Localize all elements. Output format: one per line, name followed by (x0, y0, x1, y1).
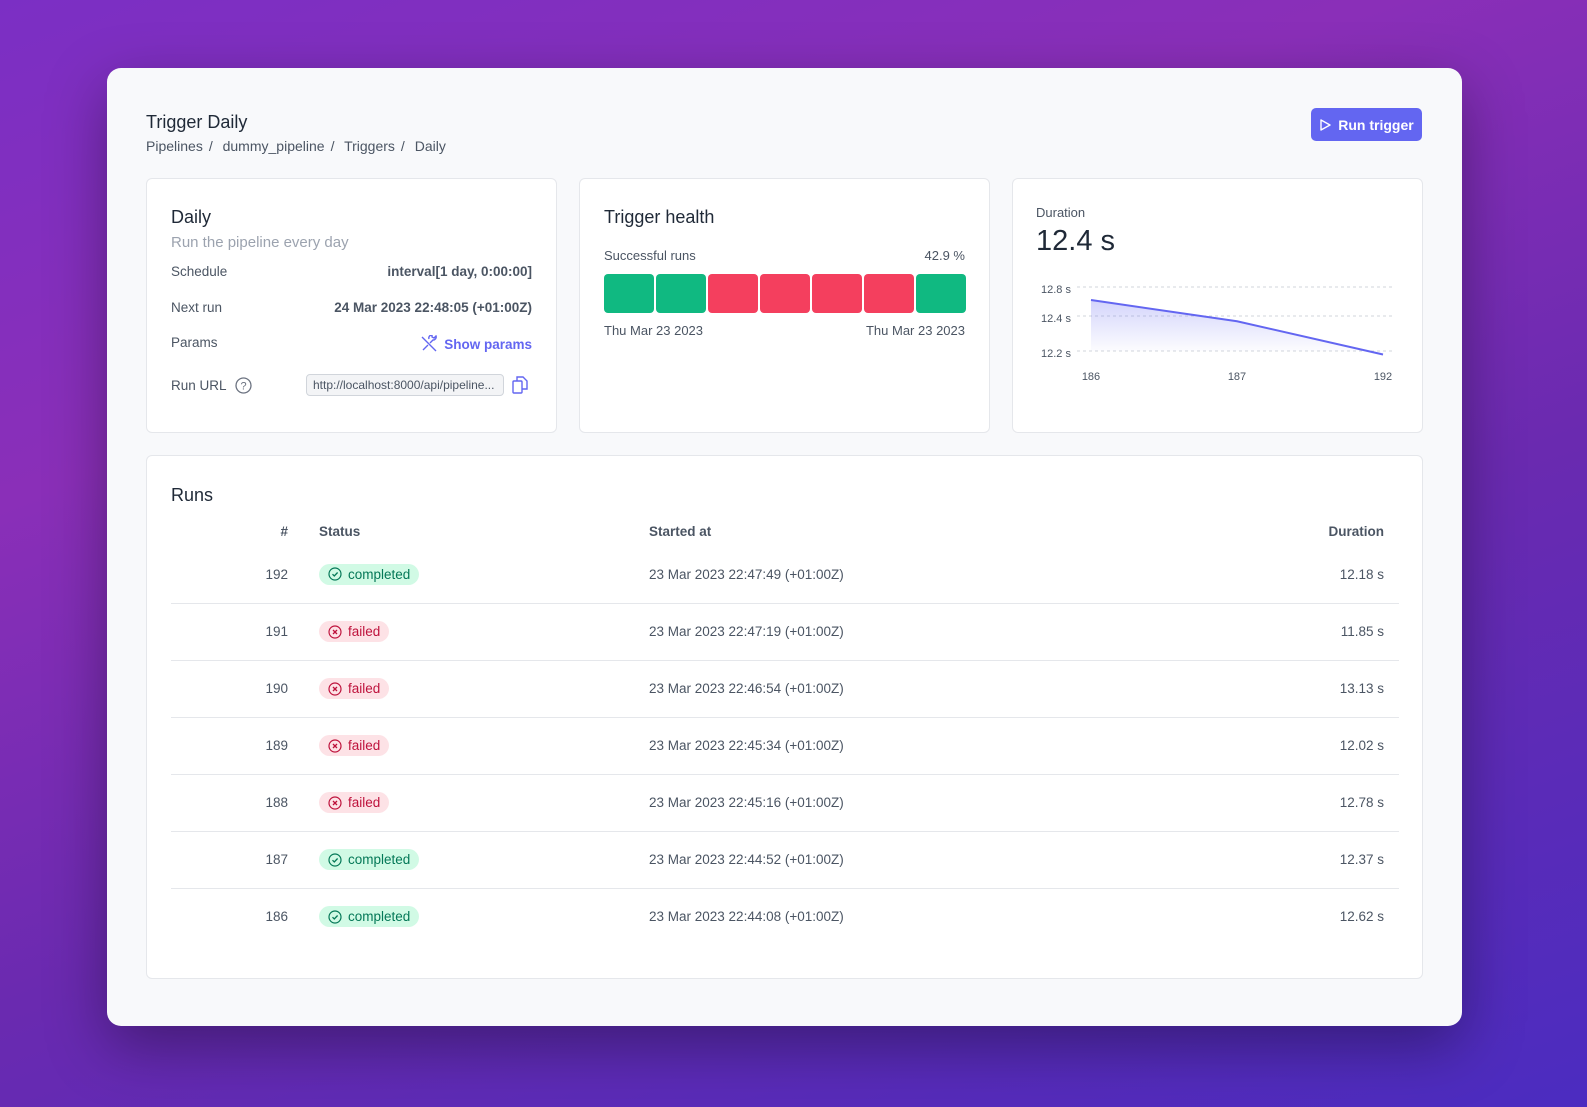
run-duration: 13.13 s (1199, 660, 1399, 718)
duration-card: Duration 12.4 s 12.8 s 12.4 s 12.2 s 186 187… (1012, 178, 1423, 433)
table-row[interactable]: 191 failed 23 Mar 2023 22:47:19 (+01:00Z… (171, 603, 1399, 661)
health-title: Trigger health (604, 207, 715, 227)
col-started: Started at (649, 523, 712, 539)
run-id: 189 (171, 717, 319, 775)
status-badge: failed (319, 792, 390, 813)
run-trigger-button[interactable]: Run trigger (1311, 108, 1422, 141)
run-duration: 12.78 s (1199, 774, 1399, 832)
x-circle-icon (328, 738, 342, 753)
health-bar-failed[interactable] (812, 274, 862, 313)
table-row[interactable]: 189 failed 23 Mar 2023 22:45:34 (+01:00Z… (171, 717, 1399, 775)
x-circle-icon (328, 624, 342, 639)
breadcrumb-triggers[interactable]: Triggers (344, 138, 395, 154)
x-circle-icon (328, 681, 342, 696)
table-row[interactable]: 188 failed 23 Mar 2023 22:45:16 (+01:00Z… (171, 774, 1399, 832)
run-id: 188 (171, 774, 319, 832)
run-url-field[interactable]: http://localhost:8000/api/pipeline... (306, 374, 504, 396)
help-icon[interactable]: ? (234, 376, 252, 394)
x-tick-label: 192 (1374, 371, 1392, 383)
status-badge: failed (319, 621, 390, 642)
page-title: Trigger Daily (146, 112, 248, 132)
trigger-description: Run the pipeline every day (171, 234, 349, 251)
run-id: 187 (171, 831, 319, 889)
check-circle-icon (328, 910, 342, 924)
schedule-label: Schedule (171, 264, 228, 279)
check-circle-icon (328, 567, 342, 581)
run-started: 23 Mar 2023 22:45:16 (+01:00Z) (649, 774, 1200, 832)
trigger-health-card: Trigger health Successful runs 42.9 % Thu… (579, 178, 990, 433)
x-tick-label: 187 (1228, 371, 1246, 383)
y-tick-label: 12.4 s (1041, 313, 1071, 325)
trigger-name: Daily (171, 207, 212, 227)
run-started: 23 Mar 2023 22:47:19 (+01:00Z) (649, 603, 1200, 661)
health-bar-failed[interactable] (708, 274, 758, 313)
status-badge: completed (319, 563, 420, 585)
run-id: 192 (171, 546, 319, 604)
run-started: 23 Mar 2023 22:44:52 (+01:00Z) (649, 831, 1200, 889)
breadcrumb-current: Daily (414, 138, 446, 154)
y-tick-label: 12.2 s (1041, 348, 1071, 360)
x-circle-icon (328, 795, 342, 810)
run-started: 23 Mar 2023 22:47:49 (+01:00Z) (649, 546, 1200, 604)
col-status: Status (319, 523, 361, 539)
run-duration: 12.02 s (1199, 717, 1399, 775)
run-duration: 12.37 s (1199, 831, 1399, 889)
run-id: 190 (171, 660, 319, 718)
play-icon (1320, 118, 1331, 131)
health-bar-success[interactable] (916, 274, 966, 313)
health-end-date: Thu Mar 23 2023 (865, 323, 965, 338)
check-circle-icon (328, 852, 342, 867)
run-started: 23 Mar 2023 22:46:54 (+01:00Z) (649, 660, 1200, 718)
next-run-value: 24 Mar 2023 22:48:05 (+01:00Z) (334, 300, 532, 315)
run-duration: 11.85 s (1199, 603, 1399, 661)
schedule-value: interval[1 day, 0:00:00] (387, 264, 532, 279)
run-duration: 12.18 s (1199, 546, 1399, 604)
x-tick-label: 186 (1082, 371, 1100, 383)
copy-icon[interactable] (512, 376, 528, 394)
duration-value: 12.4 s (1036, 225, 1115, 257)
run-started: 23 Mar 2023 22:44:08 (+01:00Z) (649, 909, 844, 925)
next-run-label: Next run (171, 300, 223, 315)
breadcrumb-pipeline[interactable]: dummy_pipeline (222, 138, 325, 154)
runs-card: Runs # Status Started at Duration 192 co… (146, 455, 1423, 979)
table-row[interactable]: 192 completed 23 Mar 2023 22:47:49 (+01:… (171, 546, 1399, 604)
svg-text:?: ? (240, 380, 246, 392)
status-badge: completed (319, 906, 420, 928)
health-percent: 42.9 % (924, 248, 965, 263)
health-bar-success[interactable] (656, 274, 706, 313)
col-duration: Duration (1328, 523, 1385, 539)
y-tick-label: 12.8 s (1041, 284, 1071, 296)
duration-label: Duration (1036, 205, 1086, 220)
area-fill (1091, 300, 1383, 355)
show-params-link[interactable]: Show params (420, 335, 532, 353)
status-badge: completed (319, 849, 420, 870)
run-id: 191 (171, 603, 319, 661)
tools-icon (421, 335, 438, 352)
status-badge: failed (319, 735, 390, 756)
health-bars (604, 274, 966, 313)
health-label: Successful runs (604, 248, 696, 263)
table-row[interactable]: 190 failed 23 Mar 2023 22:46:54 (+01:00Z… (171, 660, 1399, 718)
run-duration: 12.62 s (1339, 909, 1384, 925)
health-bar-success[interactable] (604, 274, 654, 313)
health-bar-failed[interactable] (864, 274, 914, 313)
breadcrumb-pipelines[interactable]: Pipelines (146, 138, 203, 154)
run-started: 23 Mar 2023 22:45:34 (+01:00Z) (649, 717, 1200, 775)
table-row[interactable]: 186 completed 23 Mar 2023 22:44:08 (+01:… (171, 888, 1399, 945)
status-badge: failed (319, 678, 390, 699)
col-id: # (280, 523, 288, 539)
health-bar-failed[interactable] (760, 274, 810, 313)
table-row[interactable]: 187 completed 23 Mar 2023 22:44:52 (+01:… (171, 831, 1399, 889)
runs-title: Runs (171, 485, 214, 505)
duration-chart: 12.8 s 12.4 s 12.2 s 186 187 192 (1041, 284, 1393, 383)
runs-table: # Status Started at Duration 192 complet… (171, 516, 1399, 945)
app-window: Trigger Daily Pipelines / dummy_pipeline /… (107, 68, 1462, 1026)
breadcrumb: Pipelines / dummy_pipeline / Triggers / Dai… (146, 138, 446, 154)
run-id: 186 (265, 909, 288, 925)
health-start-date: Thu Mar 23 2023 (604, 323, 704, 338)
run-url-label: Run URL (171, 377, 227, 393)
params-label: Params (171, 335, 218, 350)
trigger-info-card: Daily Run the pipeline every day Schedul… (146, 178, 557, 433)
